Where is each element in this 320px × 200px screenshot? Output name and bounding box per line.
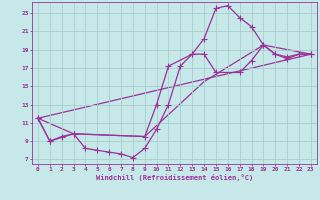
X-axis label: Windchill (Refroidissement éolien,°C): Windchill (Refroidissement éolien,°C) bbox=[96, 174, 253, 181]
